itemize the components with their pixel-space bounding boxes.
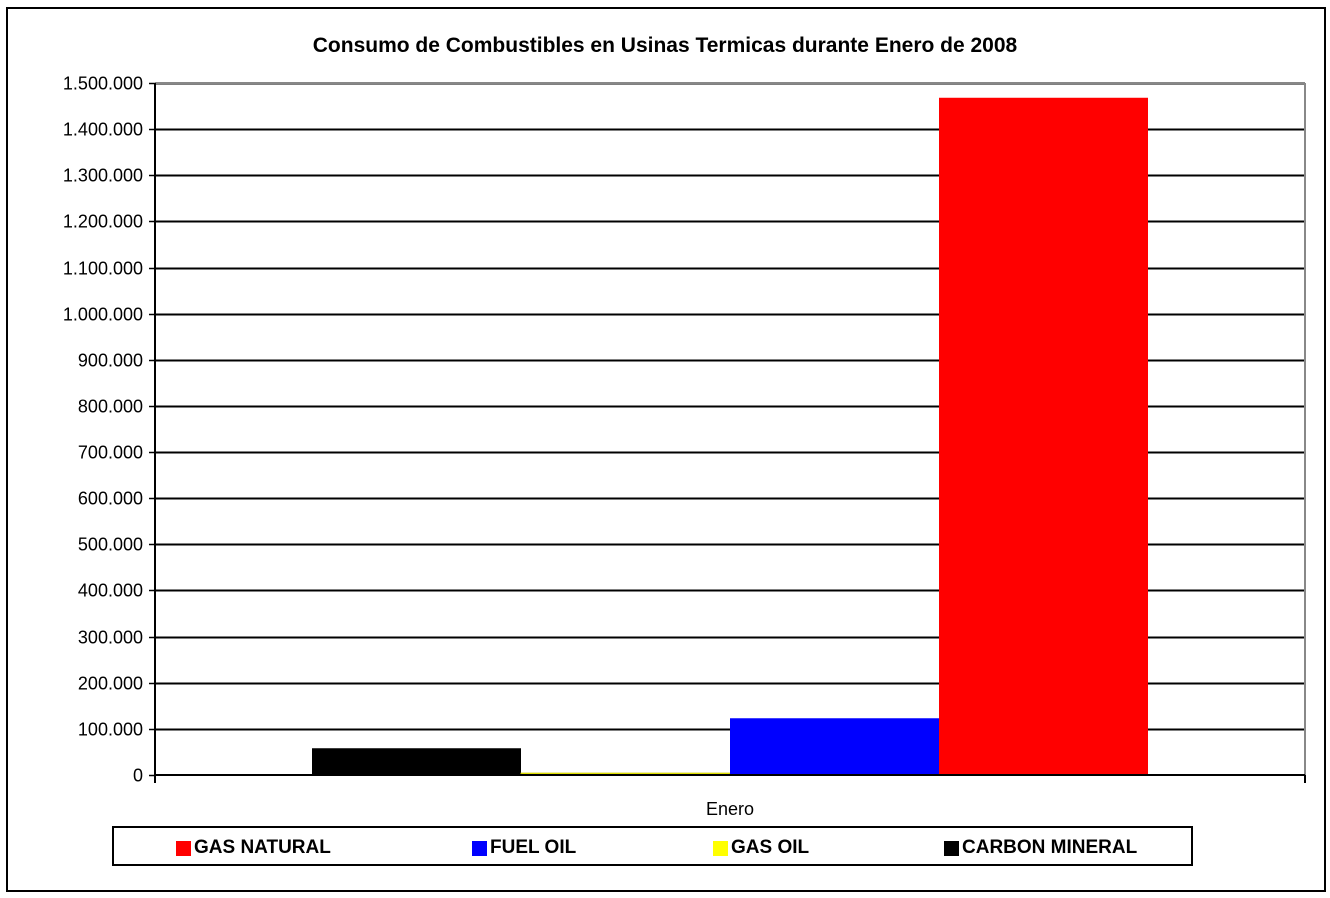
- y-tick-label: 700.000: [78, 443, 143, 463]
- legend-label-carbon-mineral: CARBON MINERAL: [962, 837, 1138, 858]
- legend-swatch-gas-oil: [713, 840, 728, 856]
- bar-fuel-oil: [730, 718, 939, 775]
- legend-swatch-carbon-mineral: [944, 840, 959, 856]
- chart-title: Consumo de Combustibles en Usinas Termic…: [312, 34, 1018, 57]
- y-tick-label: 900.000: [78, 351, 143, 371]
- legend: GAS NATURAL FUEL OIL GAS OIL CARBON MINE…: [112, 826, 1193, 866]
- y-tick-label: 600.000: [78, 489, 143, 509]
- y-tick-label: 1.500.000: [63, 74, 143, 94]
- y-tick-label: 1.300.000: [63, 166, 143, 186]
- legend-label-fuel-oil: FUEL OIL: [490, 837, 577, 858]
- legend-item-gas-oil: GAS OIL: [713, 837, 809, 859]
- legend-item-carbon-mineral: CARBON MINERAL: [944, 837, 1137, 859]
- legend-item-fuel-oil: FUEL OIL: [472, 837, 576, 859]
- legend-item-gas-natural: GAS NATURAL: [176, 837, 331, 859]
- y-tick-label: 500.000: [78, 535, 143, 555]
- y-tick-label: 200.000: [78, 674, 143, 694]
- legend-swatch-fuel-oil: [472, 840, 487, 856]
- y-tick-label: 100.000: [78, 720, 143, 740]
- y-tick-label: 1.000.000: [63, 305, 143, 325]
- y-tick-label: 1.100.000: [63, 259, 143, 279]
- y-tick-label: 0: [133, 766, 143, 786]
- legend-swatch-gas-natural: [176, 840, 191, 856]
- y-tick-label: 300.000: [78, 628, 143, 648]
- y-tick-label: 800.000: [78, 397, 143, 417]
- y-tick-label: 1.200.000: [63, 212, 143, 232]
- x-category-label: Enero: [706, 799, 754, 819]
- legend-label-gas-oil: GAS OIL: [731, 837, 810, 858]
- y-tick-label: 400.000: [78, 581, 143, 601]
- legend-label-gas-natural: GAS NATURAL: [194, 837, 331, 858]
- bar-carbon-mineral: [312, 748, 521, 775]
- y-tick-label: 1.400.000: [63, 120, 143, 140]
- bar-gas-natural: [939, 97, 1148, 775]
